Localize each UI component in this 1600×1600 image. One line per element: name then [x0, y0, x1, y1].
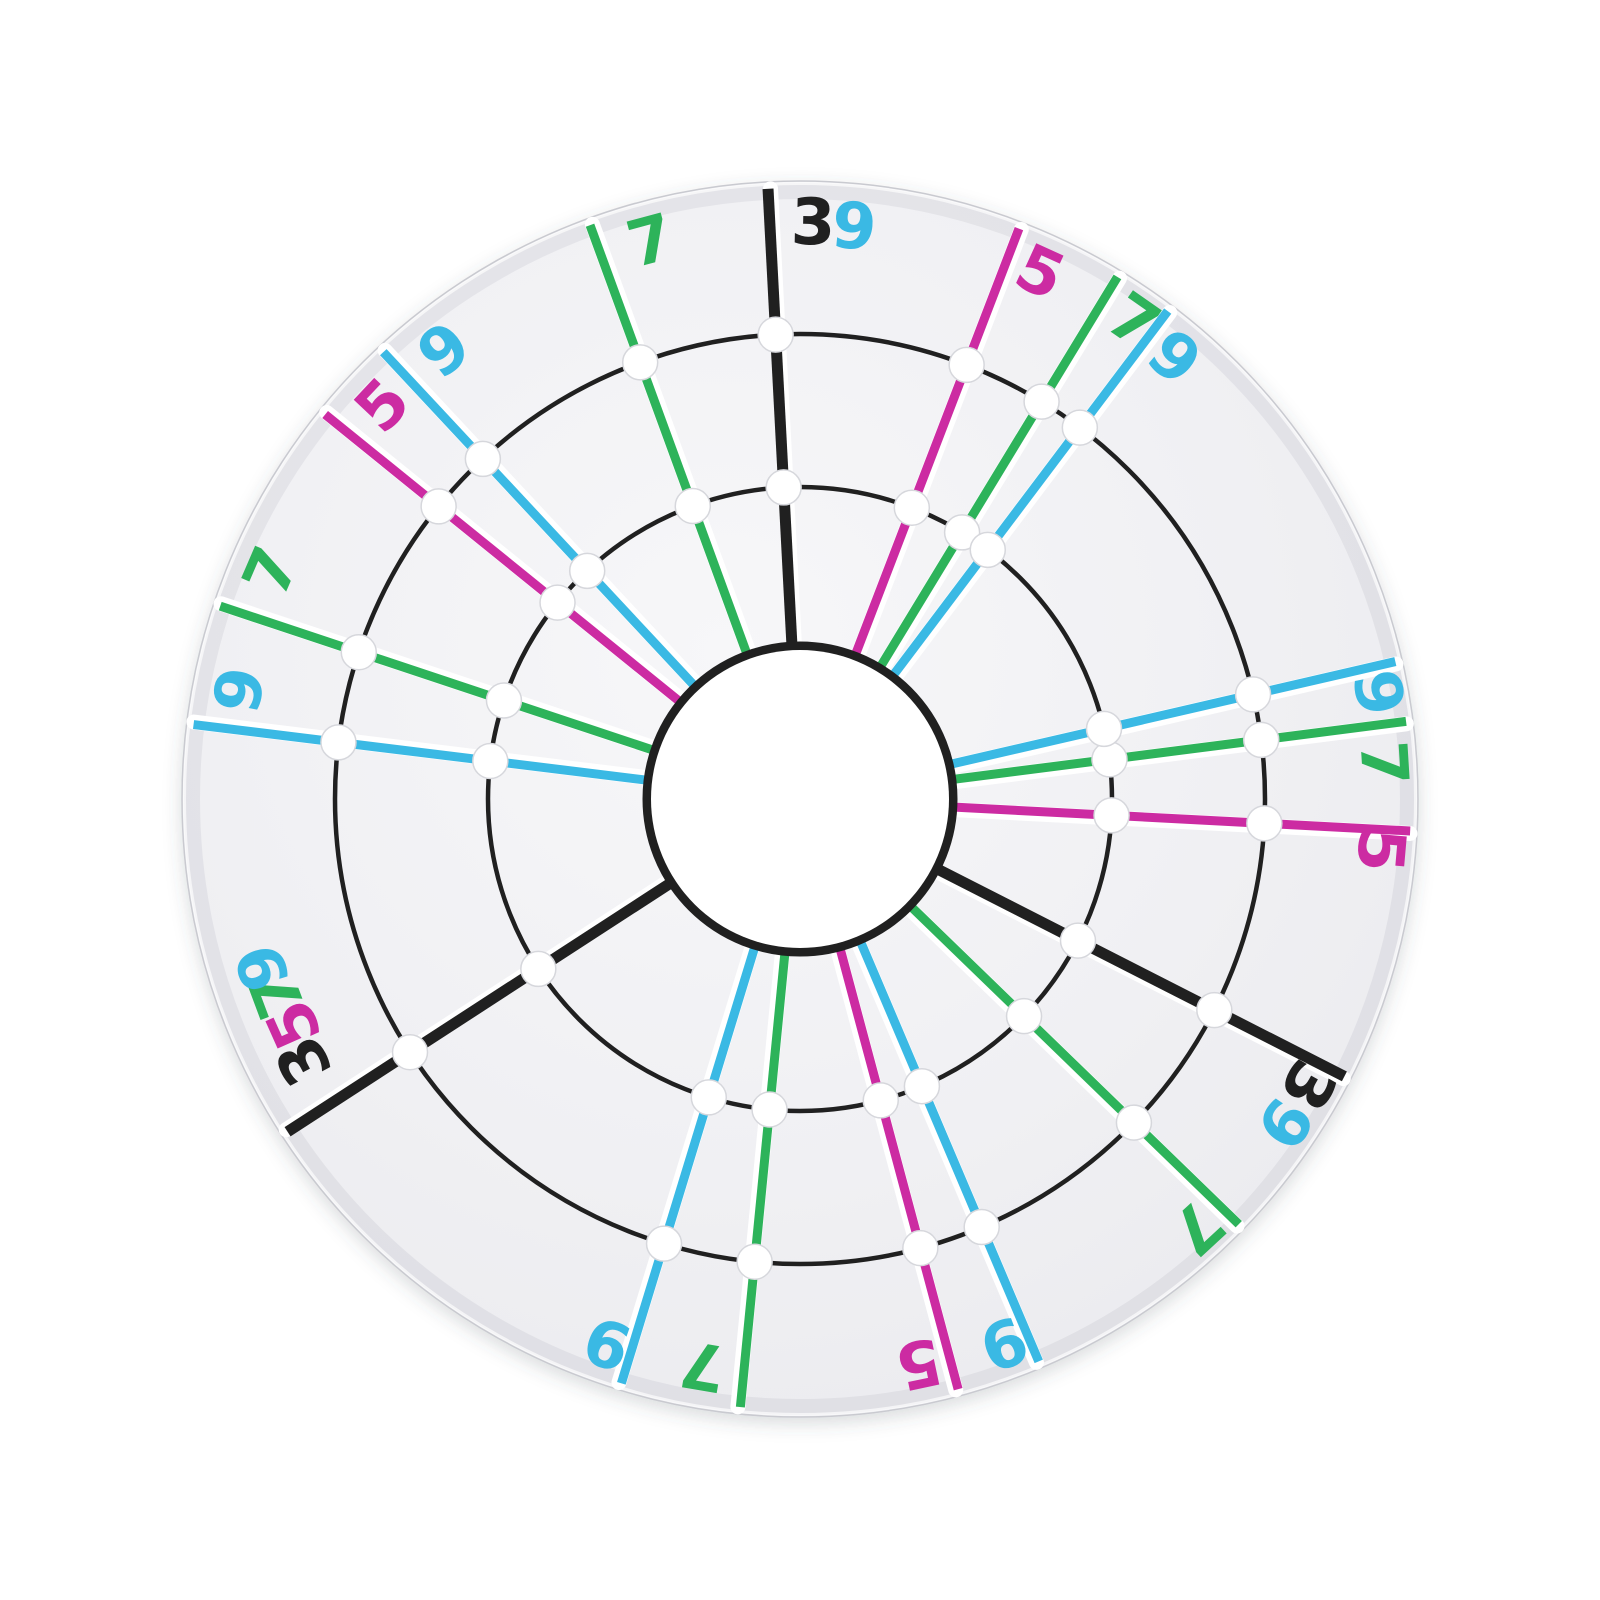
division-label-5-355: 5 [1341, 824, 1419, 875]
punch-hole-r465-a253 [645, 1225, 683, 1262]
division-line-cyan-53 [886, 308, 1172, 682]
division-line-green-58.7 [874, 274, 1122, 674]
division-line-green-315.9 [904, 900, 1242, 1228]
punch-hole-r465-a264.4 [736, 1243, 773, 1281]
division-line-cyan-173 [193, 720, 652, 786]
center-hole [651, 650, 949, 948]
punch-hole-r312-a7.3 [1091, 741, 1128, 778]
punch-hole-r312-a13 [1085, 710, 1123, 748]
division-label-9-84.6: 9 [828, 189, 879, 267]
spoke-black-333 [931, 862, 1347, 1082]
punch-hole-r465-a13 [1234, 676, 1272, 713]
punch-hole-r312-a161.6 [485, 682, 523, 719]
punch-hole-r465-a110.1 [621, 344, 659, 381]
punch-hole-r312-a333 [1059, 922, 1097, 959]
disc-bevel-highlight [183, 182, 1417, 1416]
division-line-magenta-141 [322, 410, 687, 709]
punch-hole-r465-a93 [757, 316, 794, 353]
division-label-7-3.5: 7 [1345, 739, 1422, 788]
punch-hole-r312-a110.1 [674, 487, 712, 525]
punch-hole-r465-a173 [320, 724, 357, 761]
division-line-magenta-357 [949, 802, 1411, 836]
punch-hole-r312-a133 [568, 552, 606, 590]
guide-circle-2 [332, 331, 1268, 1267]
division-label-3-88.7: 3 [790, 186, 836, 261]
punch-hole-r312-a264.4 [751, 1091, 788, 1128]
punch-hole-r312-a357 [1093, 797, 1130, 834]
punch-hole-r312-a315.9 [1005, 997, 1043, 1035]
punch-hole-r312-a53 [969, 531, 1007, 569]
disc-bevel-shadow [184, 183, 1416, 1415]
punch-hole-r312-a93 [765, 469, 802, 506]
punch-hole-r465-a333 [1196, 991, 1233, 1029]
center-hole-ring [642, 641, 958, 957]
division-line-cyan-13 [945, 657, 1397, 770]
division-line-green-161.6 [218, 601, 660, 756]
spoke-black-213 [284, 876, 678, 1137]
punch-hole-r312-a69 [893, 489, 931, 526]
punch-hole-r312-a173 [472, 742, 509, 780]
punch-hole-r465-a213 [391, 1034, 429, 1071]
punch-hole-r312-a58.7 [943, 514, 981, 551]
punch-hole-r465-a357 [1246, 805, 1283, 842]
division-line-cyan-293 [854, 935, 1043, 1364]
division-line-magenta-69 [849, 226, 1024, 661]
division-line-green-110.1 [585, 223, 753, 660]
punch-hole-r312-a293 [903, 1067, 941, 1105]
punch-hole-r465-a161.6 [340, 633, 378, 671]
punch-hole-r465-a293 [963, 1208, 1000, 1246]
punch-hole-r312-a213 [520, 950, 557, 988]
punch-hole-r312-a141 [539, 584, 576, 621]
punch-hole-r312-a253 [690, 1079, 728, 1116]
division-line-green-7.3 [948, 716, 1407, 785]
division-line-green-264.4 [735, 947, 790, 1408]
punch-hole-r465-a7.3 [1242, 721, 1280, 759]
division-line-magenta-285 [834, 942, 963, 1391]
spoke-black-93 [762, 188, 798, 650]
division-line-cyan-253 [617, 941, 761, 1385]
punch-hole-r465-a69 [948, 346, 985, 384]
punch-hole-r465-a315.9 [1115, 1104, 1153, 1141]
punch-hole-r312-a285 [862, 1082, 900, 1119]
punch-hole-r465-a58.7 [1023, 383, 1060, 420]
punch-hole-r465-a141 [420, 488, 457, 525]
division-line-cyan-133 [380, 349, 701, 693]
punch-hole-r465-a53 [1061, 409, 1099, 446]
punch-hole-r465-a133 [464, 440, 502, 478]
punch-hole-r465-a285 [902, 1229, 939, 1267]
